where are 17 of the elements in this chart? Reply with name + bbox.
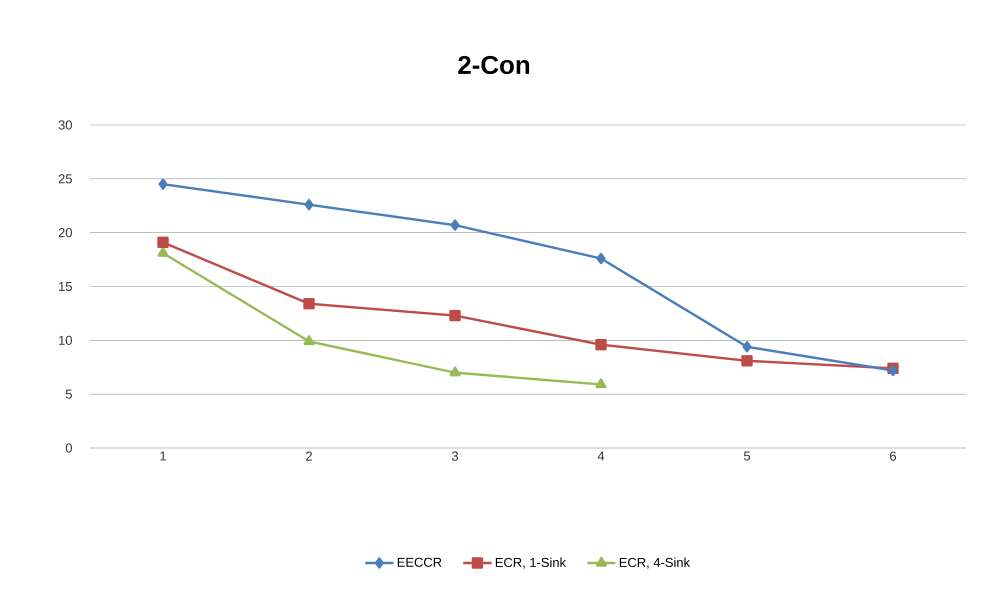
y-tick-label: 10 — [59, 336, 72, 345]
y-tick-label: 30 — [58, 120, 72, 130]
y-tick-label: 15 — [59, 282, 72, 292]
x-tick-label: 6 — [890, 452, 896, 461]
x-tick-label: 5 — [744, 452, 750, 461]
y-tick-label: 20 — [58, 228, 72, 238]
x-tick-label: 2 — [306, 452, 312, 461]
chart-title: 2-Con — [458, 56, 530, 74]
x-tick-label: 3 — [452, 452, 458, 461]
legend-label: ECR, 1-Sink — [496, 558, 566, 569]
legend-label: ECR, 4-Sink — [620, 558, 690, 569]
y-tick-label: 0 — [66, 443, 72, 453]
legend-label: EECCR — [398, 558, 442, 567]
y-tick-label: 25 — [58, 174, 72, 184]
y-tick-label: 5 — [66, 390, 72, 399]
x-tick-label: 4 — [598, 452, 604, 460]
x-tick-label: 1 — [160, 452, 166, 460]
